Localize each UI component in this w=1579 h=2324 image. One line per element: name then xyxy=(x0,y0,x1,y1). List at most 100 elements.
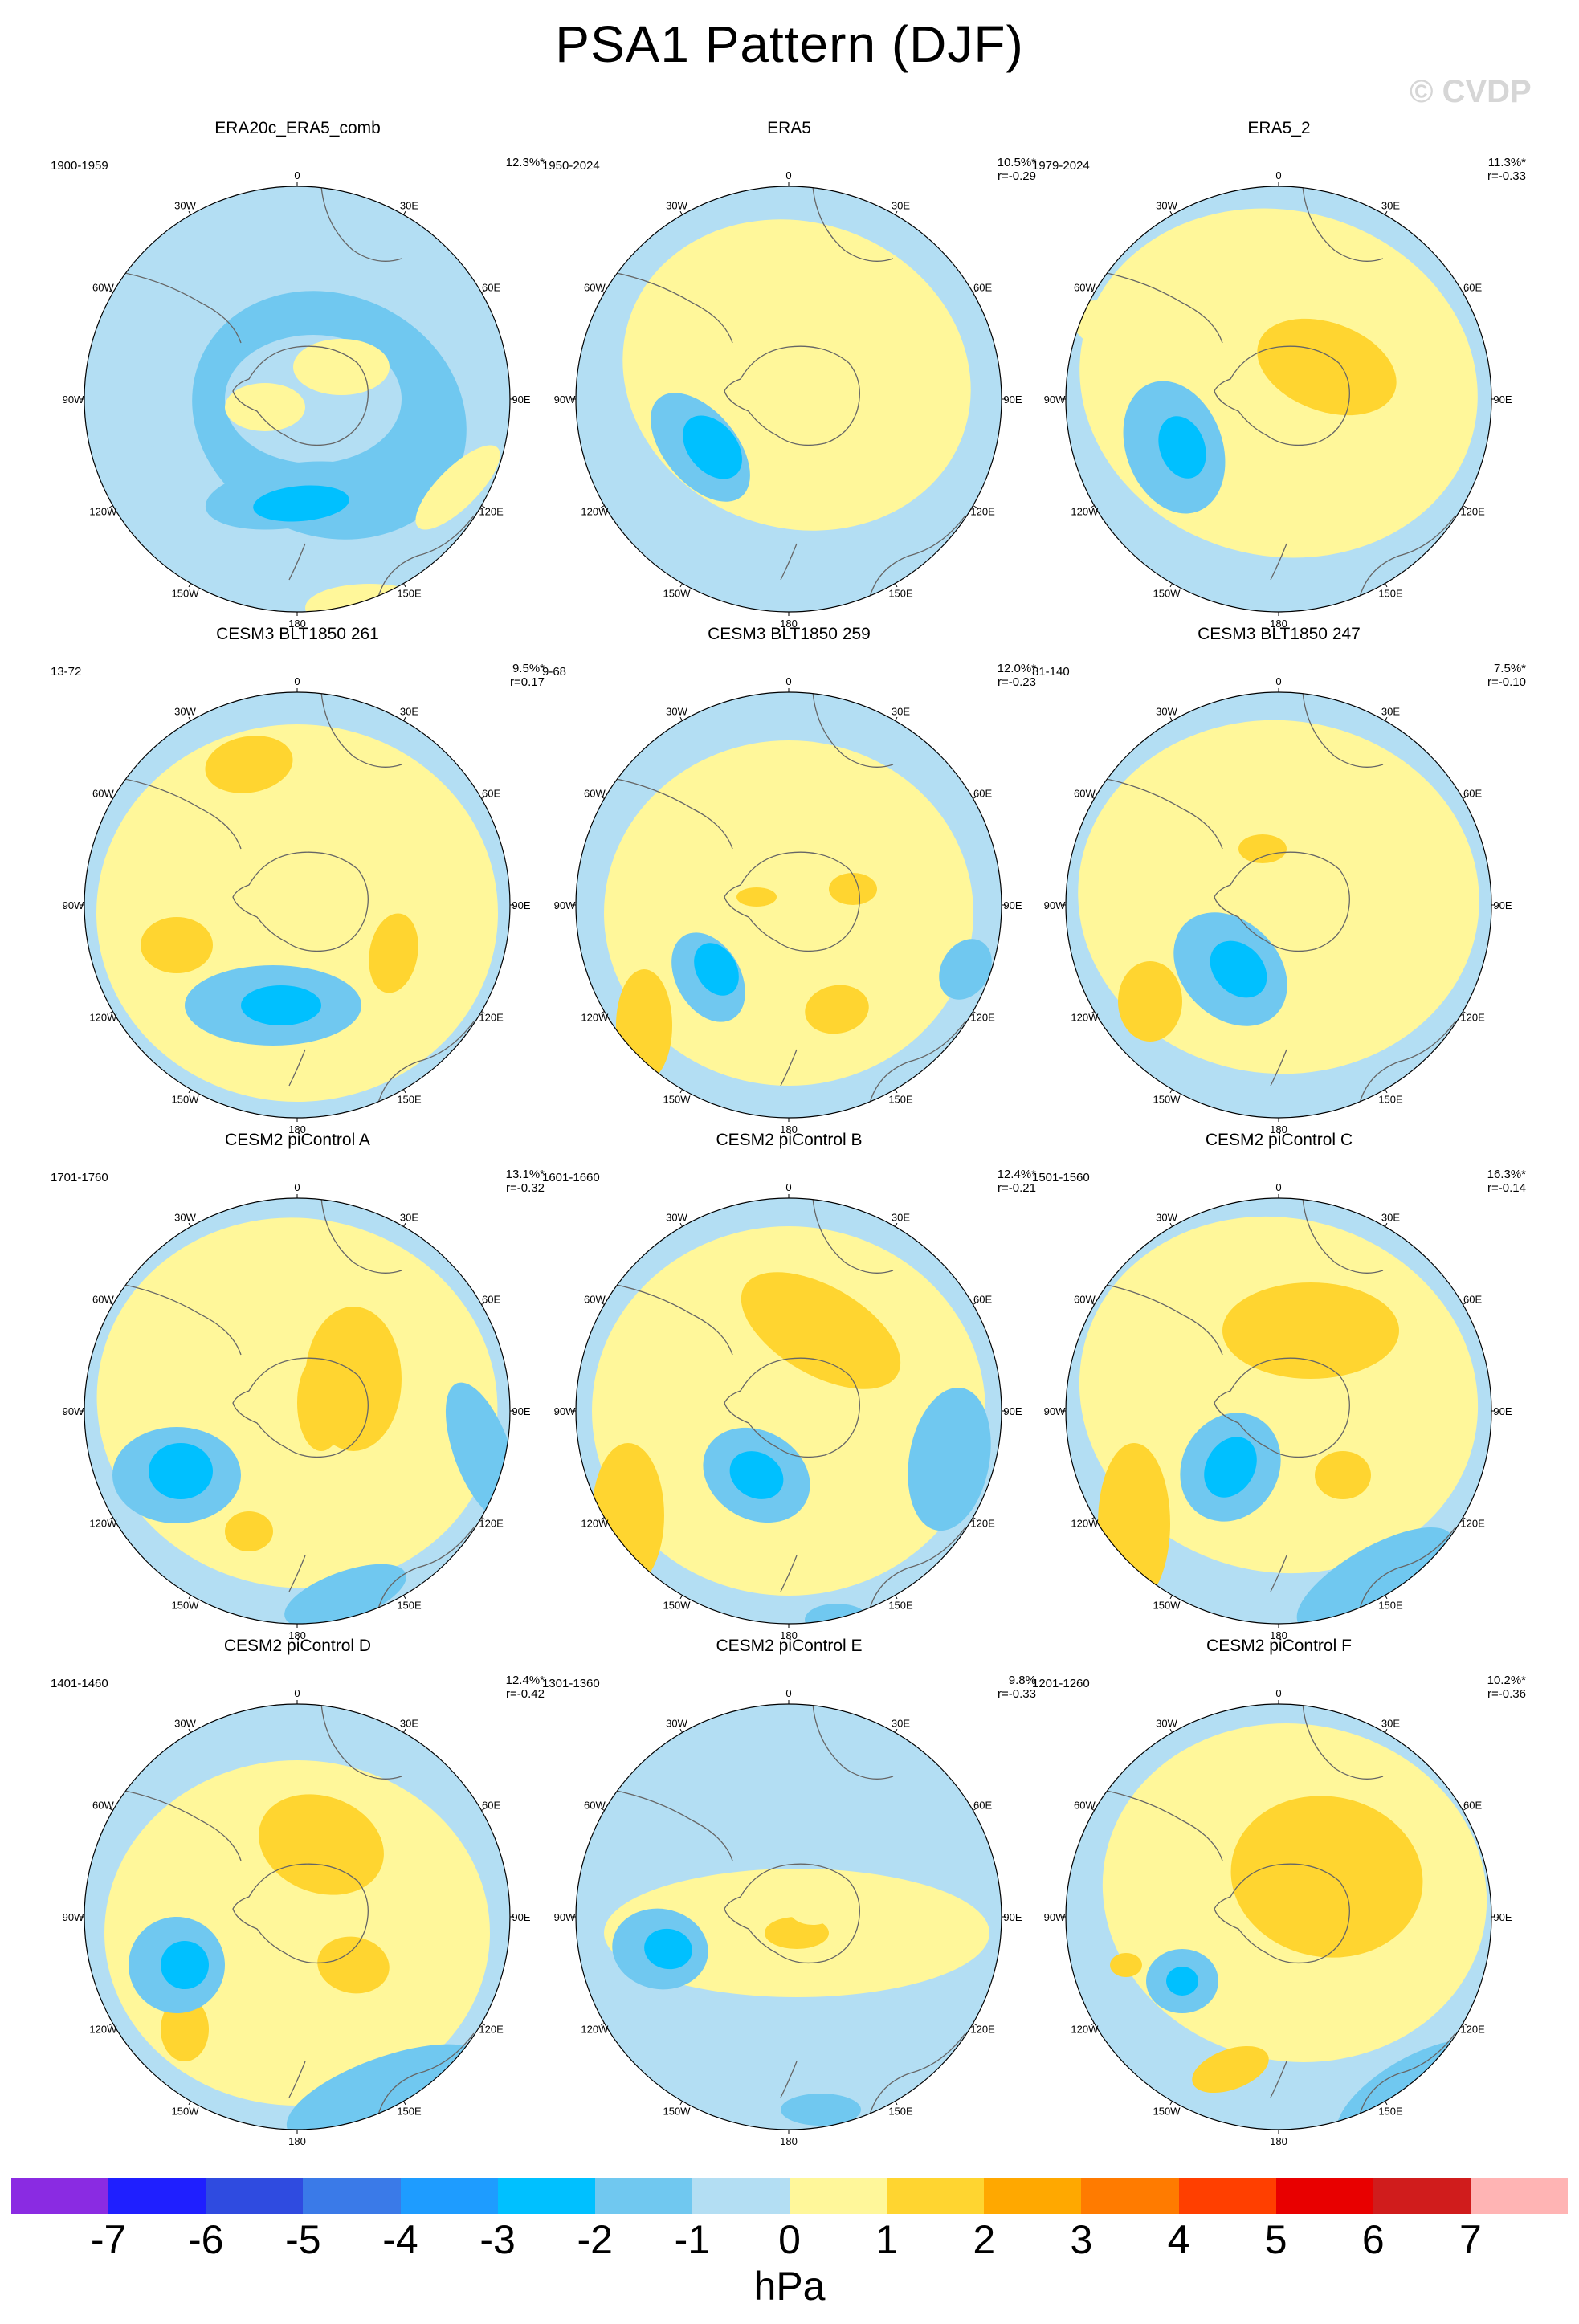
variance-pct: 13.1%* xyxy=(505,1168,545,1181)
australia-coastline xyxy=(377,1527,475,1613)
south-america-coastline xyxy=(603,776,733,850)
antarctica-coastline xyxy=(1214,1357,1350,1458)
anomaly-contour xyxy=(1315,1451,1371,1499)
australia-coastline xyxy=(1358,1527,1456,1613)
longitude-tick xyxy=(1463,2023,1467,2026)
south-america-coastline xyxy=(1093,1788,1223,1861)
south-america-coastline xyxy=(112,776,242,850)
longitude-label: 150W xyxy=(172,2106,200,2118)
longitude-tick xyxy=(1463,1302,1467,1305)
longitude-tick xyxy=(895,1595,898,1600)
longitude-tick xyxy=(973,1808,977,1811)
panel-years: 1301-1360 xyxy=(542,1677,600,1690)
variance-pct: 12.4%* xyxy=(997,1168,1036,1181)
anomaly-contour xyxy=(616,969,672,1082)
longitude-tick xyxy=(1385,1222,1388,1227)
longitude-tick xyxy=(600,290,605,293)
longitude-label: 180 xyxy=(288,2135,306,2147)
longitude-tick xyxy=(1169,2101,1173,2106)
panel-variance: 12.4%* r=-0.21 xyxy=(998,1168,1036,1195)
map-panel: ERA20c_ERA5_comb 1900-1959 12.3%* 0 30E 60E 90… xyxy=(51,114,545,630)
longitude-tick xyxy=(403,716,406,721)
south-america-coastline xyxy=(112,1788,242,1861)
longitude-tick xyxy=(1385,2101,1388,2106)
anomaly-contour xyxy=(908,1387,991,1531)
longitude-tick xyxy=(481,2023,486,2026)
longitude-tick xyxy=(1090,290,1095,293)
anomaly-contour xyxy=(805,985,869,1034)
longitude-label: 60W xyxy=(92,1294,114,1306)
panel-years: 1950-2024 xyxy=(542,159,600,173)
panel-title: CESM3 BLT1850 259 xyxy=(708,625,871,643)
map-panel: CESM2 piControl D 1401-1460 12.4%* r=-0.42 0… xyxy=(51,1632,545,2147)
polar-map: 0 30E 60E 90E 120E 150E 180 150W 120W 90W 60W 30W xyxy=(554,675,1022,1135)
longitude-label: 150W xyxy=(663,1094,692,1106)
longitude-label: 30E xyxy=(400,199,418,211)
polar-map: 0 30E 60E 90E 120E 150E 180 150W 120W 90W 60W 30W xyxy=(63,1687,531,2147)
longitude-tick xyxy=(600,796,605,799)
anomaly-contour xyxy=(939,939,992,1000)
longitude-tick xyxy=(481,796,486,799)
longitude-tick xyxy=(108,290,113,293)
longitude-tick xyxy=(1385,716,1388,721)
colorbar-swatch xyxy=(303,2178,401,2214)
longitude-label: 60E xyxy=(973,788,992,800)
new-zealand-coastline xyxy=(1270,1049,1287,1087)
longitude-label: 120W xyxy=(1071,2024,1099,2036)
longitude-tick xyxy=(481,1302,486,1305)
longitude-tick xyxy=(1090,1517,1095,1520)
longitude-tick xyxy=(188,1089,191,1094)
panel-title: CESM3 BLT1850 261 xyxy=(216,625,379,643)
variance-pct: 11.3%* xyxy=(1487,156,1526,169)
antarctica-coastline xyxy=(232,851,369,952)
longitude-label: 0 xyxy=(1275,169,1281,181)
antarctica-coastline xyxy=(1214,851,1350,952)
colorbar-swatch xyxy=(984,2178,1082,2214)
longitude-label: 120E xyxy=(479,506,504,518)
longitude-label: 30E xyxy=(1381,1717,1400,1729)
longitude-label: 120E xyxy=(479,2024,504,2036)
longitude-label: 120W xyxy=(89,506,117,518)
longitude-label: 30E xyxy=(1381,1211,1400,1223)
figure-title: PSA1 Pattern (DJF) xyxy=(555,15,1024,73)
longitude-tick xyxy=(1463,1011,1467,1014)
longitude-label: 120E xyxy=(970,1518,995,1530)
longitude-label: 150W xyxy=(663,1600,692,1612)
colorbar-tick-label: -3 xyxy=(479,2217,516,2262)
longitude-label: 90E xyxy=(1003,1911,1022,1923)
panel-title: ERA5 xyxy=(767,119,811,137)
longitude-label: 90W xyxy=(554,899,576,911)
longitude-label: 60W xyxy=(92,282,114,294)
longitude-label: 30W xyxy=(1156,1211,1177,1223)
longitude-label: 90W xyxy=(1044,1405,1066,1417)
longitude-label: 120E xyxy=(1460,1012,1485,1024)
south-america-coastline xyxy=(603,1282,733,1356)
longitude-label: 60W xyxy=(1074,1294,1096,1306)
longitude-tick xyxy=(895,1222,898,1227)
longitude-tick xyxy=(679,1728,683,1733)
anomaly-contour xyxy=(1118,961,1182,1042)
anomaly-contour xyxy=(741,1272,901,1389)
longitude-tick xyxy=(108,1808,113,1811)
colorbar-tick-label: -6 xyxy=(188,2217,224,2262)
longitude-label: 0 xyxy=(785,169,791,181)
pattern-correlation: r=-0.33 xyxy=(1487,169,1526,183)
anomaly-contour xyxy=(729,1451,784,1499)
longitude-label: 30E xyxy=(892,1717,910,1729)
africa-coastline xyxy=(320,692,402,768)
colorbar-tick-label: 3 xyxy=(1070,2217,1093,2262)
variance-pct: 16.3%* xyxy=(1487,1168,1526,1181)
pattern-correlation: r=-0.42 xyxy=(506,1687,545,1701)
longitude-label: 0 xyxy=(1275,675,1281,687)
africa-coastline xyxy=(812,692,894,768)
longitude-label: 60E xyxy=(1463,282,1482,294)
map-panel: ERA5 1950-2024 10.5%* r=-0.29 0 30E 60E 90E 120E… xyxy=(542,114,1036,630)
longitude-label: 120W xyxy=(89,1012,117,1024)
anomaly-contour xyxy=(369,913,418,993)
australia-coastline xyxy=(377,515,475,601)
longitude-tick xyxy=(1090,796,1095,799)
new-zealand-coastline xyxy=(780,1555,798,1592)
panel-years: 13-72 xyxy=(51,665,82,679)
anomaly-contour xyxy=(1257,318,1397,416)
longitude-label: 60W xyxy=(92,788,114,800)
